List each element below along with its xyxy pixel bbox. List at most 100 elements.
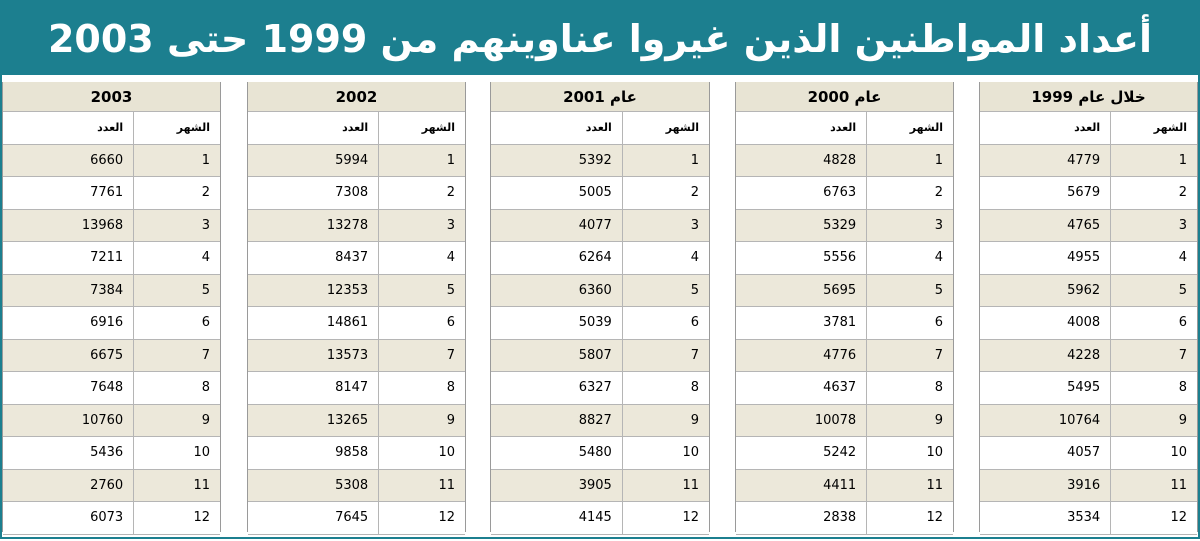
month-column-header: الشهر xyxy=(1110,112,1197,144)
count-cell: 2838 xyxy=(736,502,866,534)
table-row: 7 6675 xyxy=(3,339,220,372)
month-cell: 10 xyxy=(866,437,953,469)
count-cell: 4145 xyxy=(491,502,622,534)
count-value: 2760 xyxy=(90,477,124,493)
table-row: 2 7308 xyxy=(248,177,465,210)
page-title: أعداد المواطنين الذين غيروا عناوينهم من … xyxy=(2,2,1198,75)
month-value: 12 xyxy=(682,510,699,525)
count-cell: 5495 xyxy=(980,372,1110,404)
table-row: 10 5242 xyxy=(736,437,953,470)
count-value: 5392 xyxy=(578,152,612,168)
month-value: 12 xyxy=(1170,510,1187,525)
table-row: 1 5392 xyxy=(491,144,709,177)
table-row: 5 12353 xyxy=(248,274,465,307)
count-cell: 13968 xyxy=(3,210,133,242)
month-cell: 8 xyxy=(621,372,709,404)
column-header-row: الشهر العدد xyxy=(736,112,953,145)
month-value: 4 xyxy=(446,250,455,265)
count-value: 13968 xyxy=(81,217,124,233)
count-cell: 5392 xyxy=(491,145,622,177)
count-cell: 5436 xyxy=(3,437,133,469)
count-value: 4411 xyxy=(823,477,857,493)
count-cell: 4765 xyxy=(980,210,1110,242)
month-cell: 3 xyxy=(866,209,953,241)
count-value: 4228 xyxy=(1067,347,1101,363)
table-row: 2 5679 xyxy=(980,177,1197,210)
year-table: خلال عام 1999 الشهر العدد 1 4779 2 5679 3 4765 4 4… xyxy=(979,82,1198,535)
count-cell: 6675 xyxy=(3,340,133,372)
month-value: 5 xyxy=(690,282,699,298)
month-cell: 12 xyxy=(378,502,465,534)
count-column-header: العدد xyxy=(585,121,612,134)
table-row: 7 13573 xyxy=(248,339,465,372)
count-cell: 5480 xyxy=(491,437,622,469)
month-value: 4 xyxy=(690,250,699,265)
count-value: 7645 xyxy=(335,510,369,525)
month-value: 3 xyxy=(934,217,943,233)
count-cell: 8827 xyxy=(491,405,622,437)
month-column-header: الشهر xyxy=(133,112,220,144)
month-value: 11 xyxy=(438,477,455,493)
month-cell: 3 xyxy=(133,209,220,241)
month-value: 6 xyxy=(1178,315,1187,330)
count-value: 4008 xyxy=(1067,315,1101,330)
month-cell: 1 xyxy=(621,144,709,176)
month-cell: 7 xyxy=(866,339,953,371)
count-value: 6073 xyxy=(90,510,124,525)
table-row: 9 8827 xyxy=(491,404,709,437)
count-column-header: العدد xyxy=(830,121,857,134)
count-value: 5695 xyxy=(823,282,857,298)
count-value: 5994 xyxy=(335,152,369,168)
month-value: 5 xyxy=(934,282,943,298)
table-row: 7 4776 xyxy=(736,339,953,372)
month-value: 9 xyxy=(690,412,699,428)
table-row: 6 14861 xyxy=(248,307,465,340)
month-cell: 4 xyxy=(1110,242,1197,274)
table-row: 10 9858 xyxy=(248,437,465,470)
month-value: 8 xyxy=(201,380,210,395)
table-row: 9 10078 xyxy=(736,404,953,437)
month-cell: 4 xyxy=(378,242,465,274)
count-cell: 4228 xyxy=(980,340,1110,372)
month-cell: 9 xyxy=(1110,404,1197,436)
year-header: عام 2000 xyxy=(736,82,953,112)
month-value: 9 xyxy=(1178,412,1187,428)
count-cell: 4828 xyxy=(736,145,866,177)
count-value: 13573 xyxy=(326,347,369,363)
month-cell: 12 xyxy=(133,502,220,534)
table-row: 10 4057 xyxy=(980,437,1197,470)
month-cell: 10 xyxy=(621,437,709,469)
month-cell: 10 xyxy=(378,437,465,469)
column-header-row: الشهر العدد xyxy=(491,112,709,145)
month-cell: 4 xyxy=(866,242,953,274)
month-value: 2 xyxy=(1178,185,1187,200)
table-row: 6 6916 xyxy=(3,307,220,340)
month-value: 8 xyxy=(690,380,699,395)
month-value: 11 xyxy=(193,477,210,493)
count-cell: 3781 xyxy=(736,307,866,339)
month-column-header: الشهر xyxy=(378,112,465,144)
month-value: 10 xyxy=(926,445,943,460)
month-value: 3 xyxy=(446,217,455,233)
table-row: 5 6360 xyxy=(491,274,709,307)
count-value: 6916 xyxy=(90,315,124,330)
year-header: 2002 xyxy=(248,82,465,112)
month-value: 6 xyxy=(934,315,943,330)
count-cell: 7308 xyxy=(248,177,378,209)
month-value: 7 xyxy=(1178,347,1187,363)
count-value: 5679 xyxy=(1067,185,1101,200)
table-row: 6 4008 xyxy=(980,307,1197,340)
month-value: 10 xyxy=(193,445,210,460)
month-cell: 8 xyxy=(378,372,465,404)
month-value: 10 xyxy=(438,445,455,460)
table-row: 9 10764 xyxy=(980,404,1197,437)
month-cell: 5 xyxy=(1110,274,1197,306)
count-value: 6675 xyxy=(90,347,124,363)
month-value: 8 xyxy=(1178,380,1187,395)
month-cell: 9 xyxy=(866,404,953,436)
count-value: 7761 xyxy=(90,185,124,200)
table-row: 3 4077 xyxy=(491,209,709,242)
count-cell: 5807 xyxy=(491,340,622,372)
month-cell: 11 xyxy=(378,469,465,501)
table-row: 7 4228 xyxy=(980,339,1197,372)
